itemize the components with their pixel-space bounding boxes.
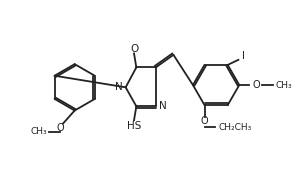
Text: N: N bbox=[159, 101, 166, 111]
Text: HS: HS bbox=[127, 121, 141, 131]
Text: CH₃: CH₃ bbox=[275, 81, 292, 89]
Text: CH₂CH₃: CH₂CH₃ bbox=[218, 123, 252, 132]
Text: O: O bbox=[201, 116, 208, 126]
Text: CH₃: CH₃ bbox=[30, 127, 47, 136]
Text: O: O bbox=[56, 123, 64, 133]
Text: N: N bbox=[115, 82, 122, 92]
Text: O: O bbox=[130, 44, 138, 54]
Text: I: I bbox=[242, 51, 245, 61]
Text: O: O bbox=[252, 80, 260, 90]
